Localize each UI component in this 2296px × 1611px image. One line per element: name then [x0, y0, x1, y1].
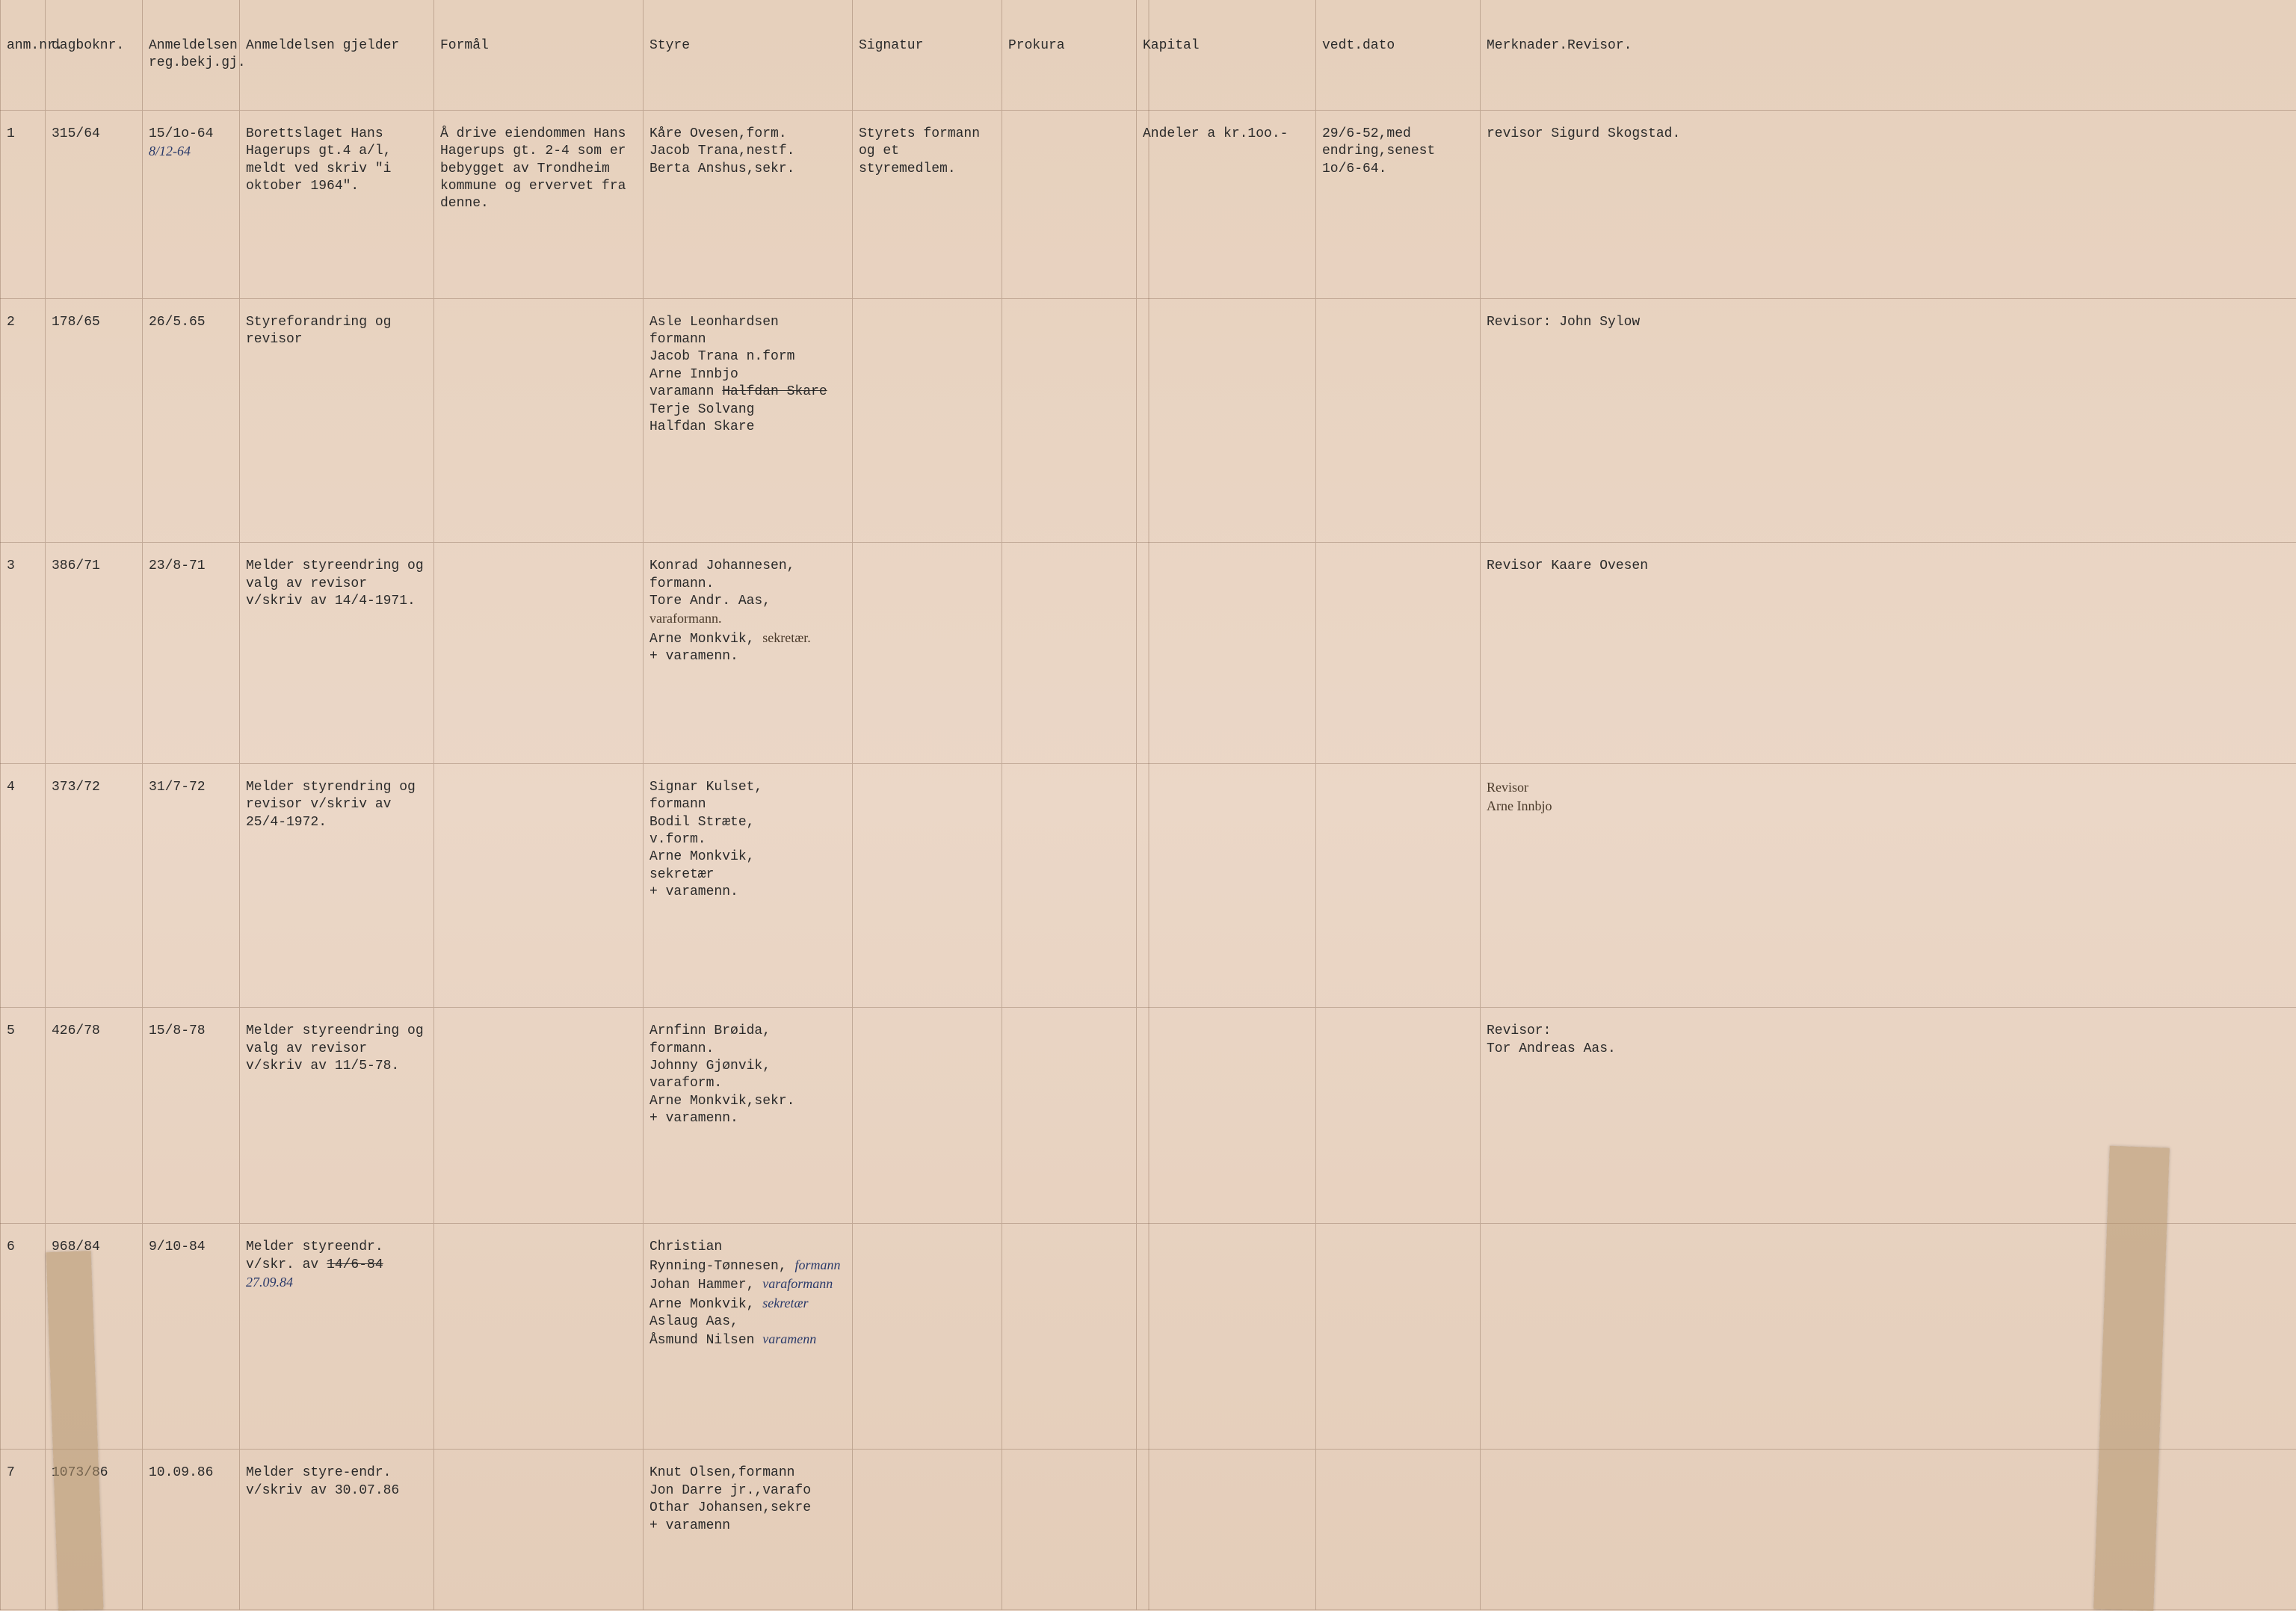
cell: [1137, 1224, 1316, 1450]
cell: 31/7-72: [143, 763, 240, 1007]
cell: 23/8-71: [143, 543, 240, 764]
cell: [434, 1224, 644, 1450]
cell: [853, 298, 1002, 542]
cell: RevisorArne Innbjo: [1481, 763, 2296, 1007]
cell: [434, 543, 644, 764]
cell: [853, 1450, 1002, 1610]
cell: Styrets formann og et styremedlem.: [853, 110, 1002, 298]
cell: [1002, 298, 1137, 542]
cell: Revisor Kaare Ovesen: [1481, 543, 2296, 764]
cell: 6: [1, 1224, 46, 1450]
cell: 9/10-84: [143, 1224, 240, 1450]
cell: 29/6-52,med endring,senest 1o/6-64.: [1316, 110, 1481, 298]
col-gje: Anmeldelsen gjelder: [240, 0, 434, 110]
cell: [853, 1224, 1002, 1450]
cell: 315/64: [46, 110, 143, 298]
col-sig: Signatur: [853, 0, 1002, 110]
cell: Konrad Johannesen, formann.Tore Andr. Aa…: [644, 543, 853, 764]
cell: [853, 1008, 1002, 1224]
cell: Melder styrendring og revisor v/skriv av…: [240, 763, 434, 1007]
cell: 426/78: [46, 1008, 143, 1224]
cell: [1002, 110, 1137, 298]
cell: [1137, 763, 1316, 1007]
cell: [1316, 1450, 1481, 1610]
cell: Revisor: John Sylow: [1481, 298, 2296, 542]
cell: [1137, 1008, 1316, 1224]
col-pro: Prokura: [1002, 0, 1137, 110]
cell: revisor Sigurd Skogstad.: [1481, 110, 2296, 298]
col-anm: anm.nr.: [1, 0, 46, 110]
cell: [434, 763, 644, 1007]
cell: Melder styreendr. v/skr. av 14/6-8427.09…: [240, 1224, 434, 1450]
cell: ChristianRynning-Tønnesen, formannJohan …: [644, 1224, 853, 1450]
cell: [1316, 763, 1481, 1007]
cell: Å drive eiendommen Hans Hagerups gt. 2-4…: [434, 110, 644, 298]
cell: Andeler a kr.1oo.-: [1137, 110, 1316, 298]
cell: [434, 1450, 644, 1610]
cell: Kåre Ovesen,form.Jacob Trana,nestf.Berta…: [644, 110, 853, 298]
col-dag: dagboknr.: [46, 0, 143, 110]
cell: 15/8-78: [143, 1008, 240, 1224]
cell: Revisor:Tor Andreas Aas.: [1481, 1008, 2296, 1224]
cell: [1002, 1450, 1137, 1610]
cell: 178/65: [46, 298, 143, 542]
cell: [1481, 1224, 2296, 1450]
cell: Arnfinn Brøida, formann.Johnny Gjønvik, …: [644, 1008, 853, 1224]
cell: [1316, 1224, 1481, 1450]
cell: [1137, 543, 1316, 764]
col-kap: Kapital: [1137, 0, 1316, 110]
cell: [853, 763, 1002, 1007]
cell: [434, 298, 644, 542]
cell: Melder styre-endr. v/skriv av 30.07.86: [240, 1450, 434, 1610]
cell: [1002, 1008, 1137, 1224]
cell: [1002, 543, 1137, 764]
cell: Signar Kulset,formannBodil Stræte,v.form…: [644, 763, 853, 1007]
cell: Melder styreendring og valg av revisor v…: [240, 1008, 434, 1224]
cell: [434, 1008, 644, 1224]
cell: 15/1o-648/12-64: [143, 110, 240, 298]
cell: Melder styreendring og valg av revisor v…: [240, 543, 434, 764]
cell: [1002, 763, 1137, 1007]
cell: [853, 543, 1002, 764]
cell: 5: [1, 1008, 46, 1224]
cell: [1316, 1008, 1481, 1224]
cell: 7: [1, 1450, 46, 1610]
cell: [1002, 1224, 1137, 1450]
col-for: Formål: [434, 0, 644, 110]
cell: Styreforandring og revisor: [240, 298, 434, 542]
cell: Asle Leonhardsen formannJacob Trana n.fo…: [644, 298, 853, 542]
cell: 1: [1, 110, 46, 298]
cell: [1481, 1450, 2296, 1610]
col-mer: Merknader.Revisor.: [1481, 0, 2296, 110]
cell: 2: [1, 298, 46, 542]
cell: 3: [1, 543, 46, 764]
cell: 373/72: [46, 763, 143, 1007]
cell: 10.09.86: [143, 1450, 240, 1610]
cell: Knut Olsen,formannJon Darre jr.,varafoOt…: [644, 1450, 853, 1610]
col-ved: vedt.dato: [1316, 0, 1481, 110]
col-reg: Anmeldelsen reg.bekj.gj.: [143, 0, 240, 110]
cell: [1137, 298, 1316, 542]
cell: 386/71: [46, 543, 143, 764]
cell: [1316, 543, 1481, 764]
cell: 26/5.65: [143, 298, 240, 542]
cell: 4: [1, 763, 46, 1007]
cell: [1316, 298, 1481, 542]
col-sty: Styre: [644, 0, 853, 110]
cell: [1137, 1450, 1316, 1610]
cell: Borettslaget Hans Hagerups gt.4 a/l, mel…: [240, 110, 434, 298]
